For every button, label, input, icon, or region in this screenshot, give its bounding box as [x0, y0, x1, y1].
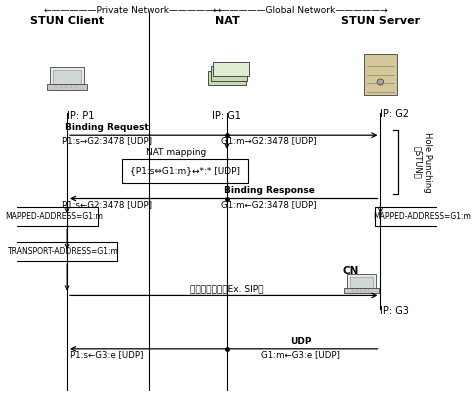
- FancyBboxPatch shape: [50, 67, 84, 86]
- Text: {P1:s⇔G1:m}↔*:* [UDP]: {P1:s⇔G1:m}↔*:* [UDP]: [130, 166, 240, 175]
- FancyBboxPatch shape: [11, 207, 98, 226]
- FancyBboxPatch shape: [350, 277, 373, 288]
- Text: P1:s→G2:3478 [UDP]: P1:s→G2:3478 [UDP]: [62, 137, 152, 145]
- Text: CN: CN: [343, 266, 359, 276]
- Text: G1:m←G2:3478 [UDP]: G1:m←G2:3478 [UDP]: [221, 200, 317, 209]
- Text: Hole Punching
（STUN）: Hole Punching （STUN）: [413, 132, 432, 193]
- Text: Binding Request: Binding Request: [65, 123, 149, 132]
- Text: P1:s←G3:e [UDP]: P1:s←G3:e [UDP]: [70, 351, 144, 359]
- FancyBboxPatch shape: [11, 243, 117, 261]
- Text: UDP: UDP: [290, 337, 311, 347]
- Text: P1:s←G2:3478 [UDP]: P1:s←G2:3478 [UDP]: [62, 200, 152, 209]
- Text: NAT mapping: NAT mapping: [146, 148, 207, 157]
- FancyBboxPatch shape: [53, 70, 81, 84]
- FancyBboxPatch shape: [210, 66, 247, 81]
- Text: TRANSPORT-ADDRESS=G1:m: TRANSPORT-ADDRESS=G1:m: [9, 247, 119, 256]
- FancyBboxPatch shape: [208, 71, 246, 85]
- FancyBboxPatch shape: [47, 84, 87, 90]
- Text: G1:m→G2:3478 [UDP]: G1:m→G2:3478 [UDP]: [221, 137, 317, 145]
- FancyBboxPatch shape: [213, 62, 248, 76]
- FancyBboxPatch shape: [375, 207, 470, 226]
- Text: Binding Response: Binding Response: [224, 186, 314, 195]
- Text: STUN Client: STUN Client: [30, 16, 104, 27]
- FancyBboxPatch shape: [364, 54, 397, 95]
- Text: ←—————Global Network—————→: ←—————Global Network—————→: [213, 6, 388, 15]
- Text: G1:m←G3:e [UDP]: G1:m←G3:e [UDP]: [261, 351, 340, 359]
- Circle shape: [377, 79, 384, 85]
- Text: NAT: NAT: [215, 16, 239, 27]
- Text: ←—————Private Network—————→: ←—————Private Network—————→: [44, 6, 221, 15]
- Text: アドレス通知（Ex. SIP）: アドレス通知（Ex. SIP）: [190, 284, 264, 293]
- FancyBboxPatch shape: [345, 288, 379, 293]
- Text: STUN Server: STUN Server: [341, 16, 420, 27]
- Text: IP: G2: IP: G2: [381, 110, 410, 119]
- Text: IP: G1: IP: G1: [212, 112, 241, 121]
- FancyBboxPatch shape: [122, 159, 247, 183]
- Text: IP: G3: IP: G3: [381, 306, 410, 316]
- Text: IP: P1: IP: P1: [67, 112, 94, 121]
- Text: MAPPED-ADDRESS=G1:m: MAPPED-ADDRESS=G1:m: [374, 212, 472, 221]
- Text: MAPPED-ADDRESS=G1:m: MAPPED-ADDRESS=G1:m: [6, 212, 103, 221]
- FancyBboxPatch shape: [347, 274, 375, 290]
